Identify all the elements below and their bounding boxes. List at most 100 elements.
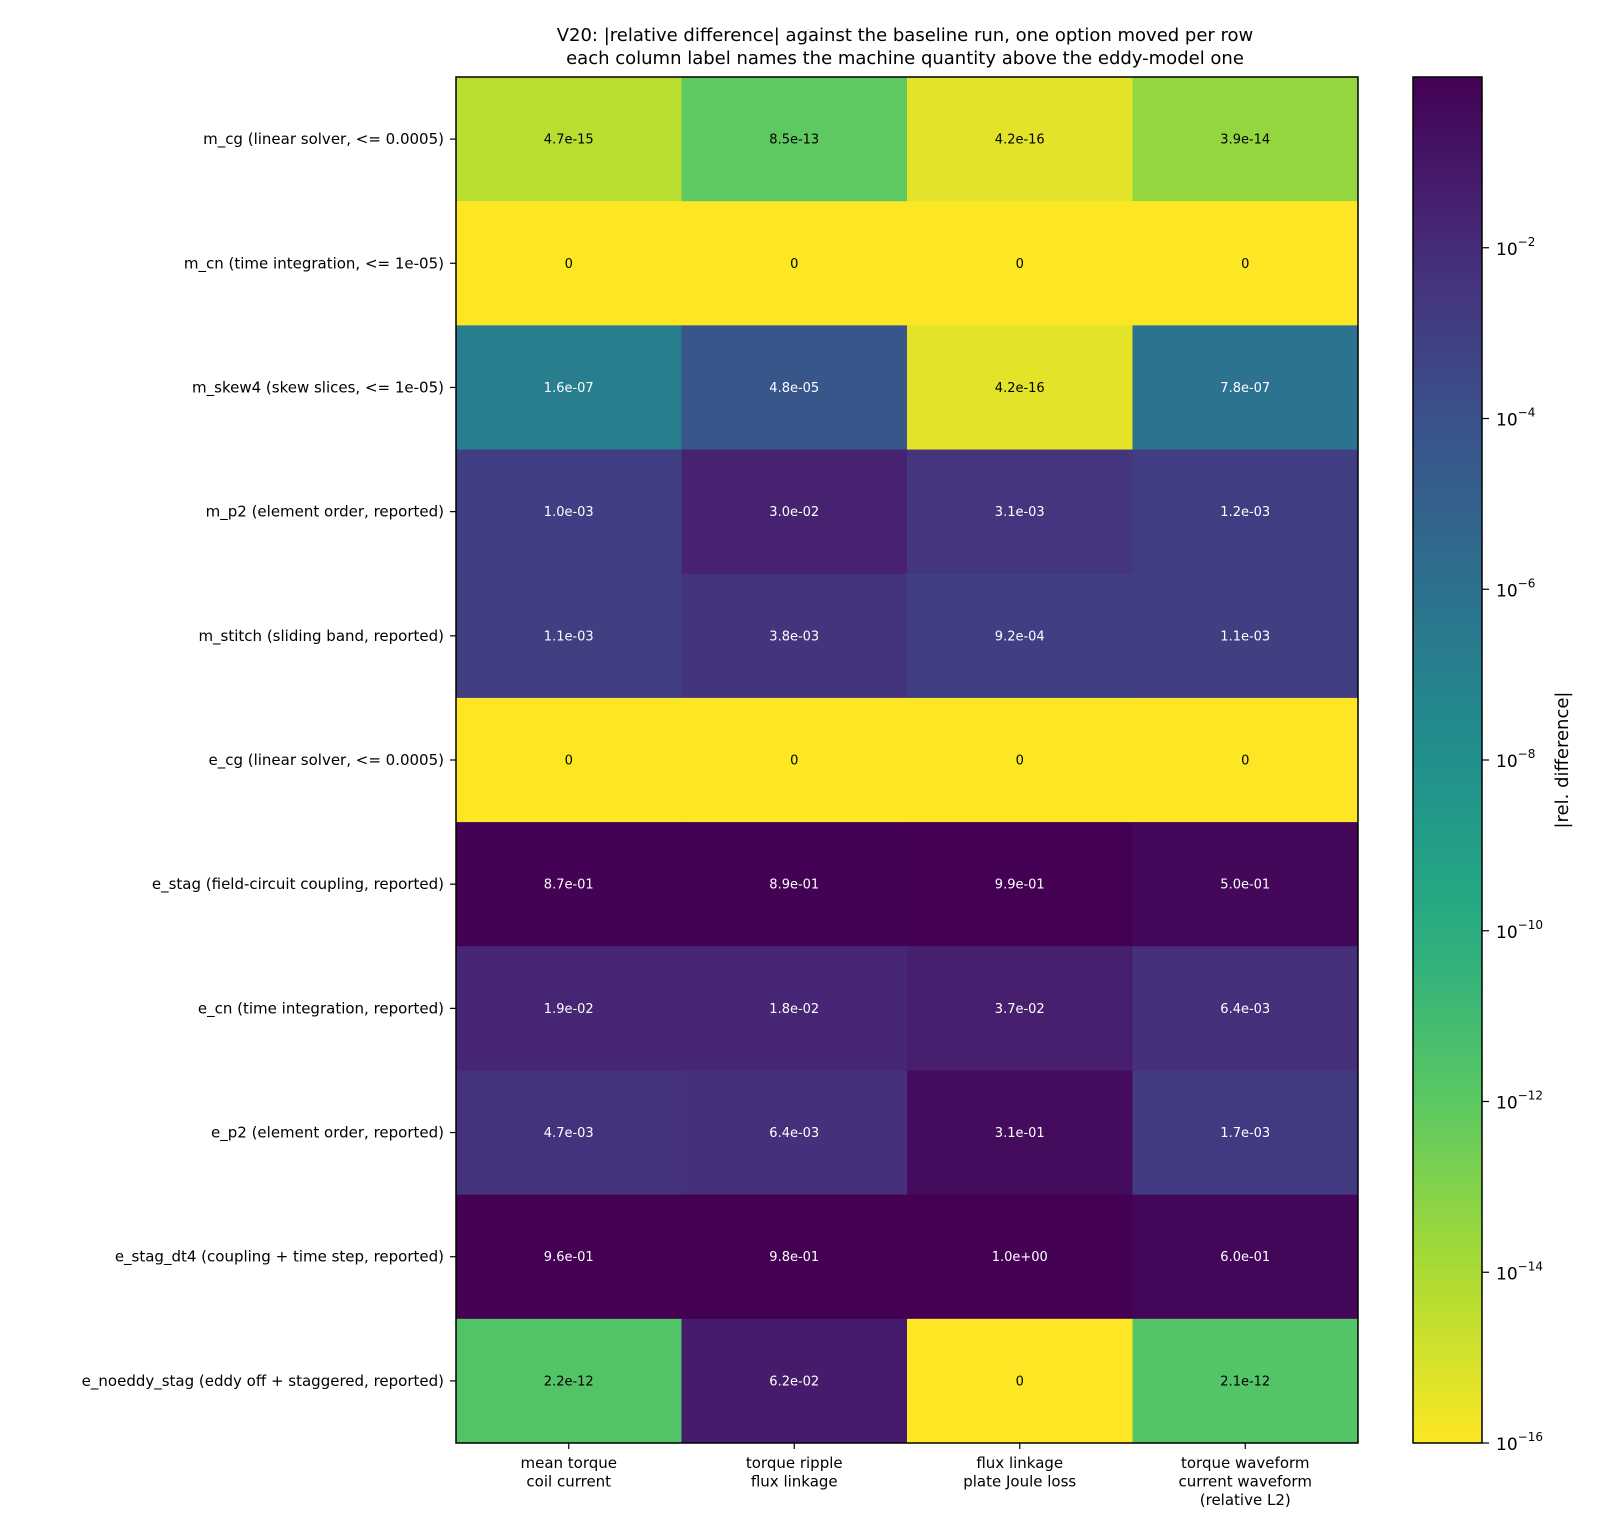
cell-value-label: 8.9e-01 (769, 878, 819, 893)
y-tick-label: m_cn (time integration, <= 1e-05) (184, 254, 444, 273)
cell-value-label: 4.2e-16 (995, 381, 1045, 396)
heatmap-cell (681, 1194, 908, 1320)
x-tick-label: (relative L2) (1200, 1491, 1291, 1509)
cell-value-label: 1.1e-03 (1220, 629, 1270, 644)
heatmap-cell (907, 697, 1133, 823)
heatmap-cell (456, 573, 682, 699)
heatmap-cell (681, 449, 908, 575)
cell-value-label: 0 (565, 257, 573, 272)
cell-value-label: 0 (1241, 754, 1249, 769)
heatmap-cell (681, 77, 908, 202)
heatmap-cell (907, 1194, 1133, 1320)
cell-value-label: 3.9e-14 (1220, 133, 1270, 148)
heatmap-cell (681, 1318, 908, 1444)
cell-value-label: 1.6e-07 (544, 381, 594, 396)
heatmap-cell (681, 946, 908, 1071)
chart-subtitle: each column label names the machine quan… (566, 48, 1244, 69)
cell-value-label: 2.1e-12 (1220, 1374, 1270, 1389)
heatmap-cell (907, 449, 1133, 575)
cell-value-label: 0 (1016, 257, 1024, 272)
cell-value-label: 0 (790, 257, 798, 272)
cell-value-label: 8.5e-13 (769, 133, 819, 148)
colorbar-gradient (1412, 76, 1483, 1444)
colorbar-tick-label: 10−6 (1496, 576, 1535, 601)
chart-title: V20: |relative difference| against the b… (557, 25, 1254, 46)
heatmap-cell (456, 77, 682, 202)
cell-value-label: 7.8e-07 (1220, 381, 1270, 396)
cell-value-label: 9.9e-01 (995, 878, 1045, 893)
heatmap-cell (456, 1070, 682, 1196)
colorbar-tick-label: 10−10 (1496, 918, 1543, 943)
cell-value-label: 9.8e-01 (769, 1250, 819, 1265)
heatmap-cell (1132, 822, 1359, 947)
y-tick-label: m_stitch (sliding band, reported) (198, 627, 444, 646)
heatmap-cell (456, 1194, 682, 1320)
x-tick-label: mean torque (520, 1454, 617, 1472)
colorbar-tick-label: 10−16 (1496, 1430, 1543, 1455)
colorbar-tick-label: 10−8 (1496, 747, 1535, 772)
cell-value-label: 0 (790, 754, 798, 769)
y-tick-label: m_p2 (element order, reported) (206, 503, 444, 522)
x-tick-label: torque waveform (1181, 1454, 1310, 1472)
heatmap-cell (907, 77, 1133, 202)
heatmap-cell-labels: 4.7e-15 8.5e-13 4.2e-16 3.9e-14 0 0 0 0 1.6e-07 4… (544, 133, 1270, 1390)
heatmap-cell (681, 201, 908, 326)
heatmap-cell (456, 822, 682, 947)
cell-value-label: 6.4e-03 (769, 1126, 819, 1141)
cell-value-label: 3.1e-01 (995, 1126, 1045, 1141)
cell-value-label: 3.0e-02 (769, 505, 819, 520)
cell-value-label: 5.0e-01 (1220, 878, 1270, 893)
colorbar-ticks: 10−2 10−4 10−6 10−8 10−10 10−12 10−14 10−16 (1482, 235, 1543, 1455)
cell-value-label: 0 (1016, 754, 1024, 769)
heatmap-cell (1132, 573, 1359, 699)
cell-value-label: 6.4e-03 (1220, 1002, 1270, 1017)
heatmap-cell (456, 697, 682, 823)
heatmap-cell (456, 201, 682, 326)
x-tick-label: torque ripple (746, 1454, 843, 1472)
cell-value-label: 0 (565, 754, 573, 769)
heatmap-cell (1132, 1194, 1359, 1320)
y-tick-label: e_stag_dt4 (coupling + time step, report… (115, 1248, 444, 1267)
heatmap-cell (456, 946, 682, 1071)
heatmap-cell (907, 573, 1133, 699)
colorbar-tick-label: 10−12 (1496, 1089, 1543, 1114)
colorbar-tick-label: 10−14 (1496, 1259, 1543, 1284)
cell-value-label: 9.2e-04 (995, 629, 1045, 644)
y-tick-label: e_cn (time integration, reported) (198, 999, 444, 1018)
heatmap-cell (681, 822, 908, 947)
heatmap-cell (907, 201, 1133, 326)
y-tick-label: e_noeddy_stag (eddy off + staggered, rep… (82, 1372, 444, 1391)
heatmap-cell (681, 1070, 908, 1196)
cell-value-label: 1.2e-03 (1220, 505, 1270, 520)
heatmap-cell (1132, 325, 1359, 451)
cell-value-label: 3.8e-03 (769, 629, 819, 644)
x-tick-label: flux linkage (976, 1454, 1063, 1472)
heatmap-cell (907, 822, 1133, 947)
cell-value-label: 8.7e-01 (544, 878, 594, 893)
x-tick-label: coil current (526, 1473, 611, 1491)
heatmap-cell (1132, 201, 1359, 326)
cell-value-label: 0 (1016, 1374, 1024, 1389)
heatmap-cell (1132, 449, 1359, 575)
cell-value-label: 2.2e-12 (544, 1374, 594, 1389)
x-tick-label: flux linkage (751, 1473, 838, 1491)
cell-value-label: 1.0e-03 (544, 505, 594, 520)
heatmap-cell (681, 573, 908, 699)
heatmap-cells (456, 77, 1359, 1444)
cell-value-label: 1.1e-03 (544, 629, 594, 644)
heatmap-cell (1132, 697, 1359, 823)
cell-value-label: 6.0e-01 (1220, 1250, 1270, 1265)
colorbar: 10−2 10−4 10−6 10−8 10−10 10−12 10−14 10−16 |re… (1412, 76, 1573, 1455)
cell-value-label: 3.1e-03 (995, 505, 1045, 520)
heatmap-cell (1132, 77, 1359, 202)
y-tick-label: m_cg (linear solver, <= 0.0005) (203, 130, 444, 149)
heatmap-cell (681, 697, 908, 823)
x-tick-label: current waveform (1179, 1473, 1312, 1491)
heatmap-cell (1132, 1070, 1359, 1196)
cell-value-label: 1.8e-02 (769, 1002, 819, 1017)
cell-value-label: 4.8e-05 (769, 381, 819, 396)
cell-value-label: 4.2e-16 (995, 133, 1045, 148)
y-tick-label: e_cg (linear solver, <= 0.0005) (208, 751, 444, 770)
